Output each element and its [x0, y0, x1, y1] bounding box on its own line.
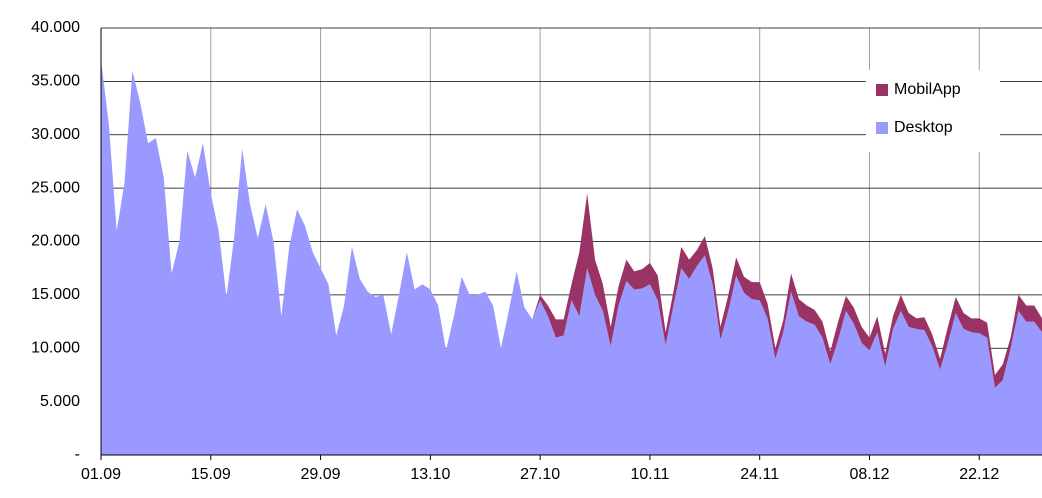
legend-label: Desktop — [894, 119, 953, 136]
area — [101, 60, 1042, 456]
y-tick-label: 35.000 — [31, 73, 80, 90]
x-tick-label: 08.12 — [849, 466, 889, 483]
x-tick-label: 13.10 — [410, 466, 450, 483]
y-tick-label: 30.000 — [31, 126, 80, 143]
legend: MobilApp Desktop — [866, 70, 1000, 152]
x-tick-label: 27.10 — [520, 466, 560, 483]
y-tick-label: 10.000 — [31, 339, 80, 356]
y-tick-label: 5.000 — [40, 393, 80, 410]
x-tick-label: 22.12 — [959, 466, 999, 483]
legend-swatch — [876, 84, 888, 96]
y-tick-label: 25.000 — [31, 179, 80, 196]
legend-label: MobilApp — [894, 81, 961, 98]
x-tick-label: 10.11 — [630, 466, 669, 483]
x-tick-label: 01.09 — [81, 466, 121, 483]
y-tick-label: - — [75, 446, 80, 463]
x-tick-label: 15.09 — [191, 466, 231, 483]
x-tick-label: 24.11 — [740, 466, 779, 483]
y-tick-label: 15.000 — [31, 286, 80, 303]
y-tick-label: 20.000 — [31, 233, 80, 250]
y-tick-label: 40.000 — [31, 19, 80, 36]
x-tick-label: 29.09 — [301, 466, 341, 483]
area — [101, 60, 1042, 388]
legend-box — [866, 70, 1000, 152]
legend-swatch — [876, 122, 888, 134]
